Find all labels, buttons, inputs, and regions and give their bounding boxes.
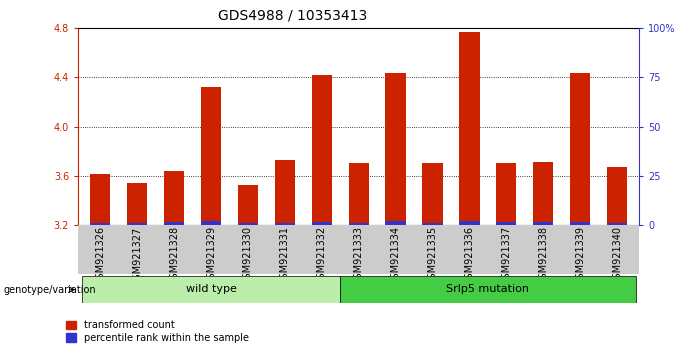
Legend: transformed count, percentile rank within the sample: transformed count, percentile rank withi… [66,320,249,343]
Bar [127,183,148,225]
Text: GSM921340: GSM921340 [612,226,622,285]
Bar [164,222,184,225]
Bar [533,162,554,225]
Bar [238,185,258,225]
Text: GSM921338: GSM921338 [539,226,548,285]
Bar [127,223,148,225]
Text: GSM921329: GSM921329 [206,226,216,285]
Bar [570,73,590,225]
Bar [386,221,406,225]
Text: GSM921339: GSM921339 [575,226,585,285]
Bar [459,221,479,225]
Bar [311,75,332,225]
Bar [90,223,110,225]
Bar [238,223,258,225]
Bar [459,32,479,225]
Text: Srlp5 mutation: Srlp5 mutation [446,284,529,295]
Bar [349,164,369,225]
Bar [201,87,221,225]
Text: GSM921328: GSM921328 [169,226,179,285]
Text: GSM921335: GSM921335 [428,226,437,285]
Bar [496,222,517,225]
Text: GDS4988 / 10353413: GDS4988 / 10353413 [218,9,367,23]
Text: GSM921333: GSM921333 [354,226,364,285]
Text: GSM921331: GSM921331 [280,226,290,285]
Bar [422,164,443,225]
Bar [311,222,332,225]
Bar [90,175,110,225]
Bar [496,164,517,225]
Bar [533,222,554,225]
Text: GSM921332: GSM921332 [317,226,327,285]
Text: GSM921337: GSM921337 [501,226,511,285]
Bar [422,223,443,225]
Bar [275,160,295,225]
Bar [349,223,369,225]
Bar [340,276,636,303]
Bar [275,223,295,225]
Text: GSM921326: GSM921326 [95,226,105,285]
Bar [607,167,627,225]
Bar [82,276,340,303]
Bar [607,223,627,225]
Bar [570,222,590,225]
Text: wild type: wild type [186,284,237,295]
Text: GSM921330: GSM921330 [243,226,253,285]
Bar [164,171,184,225]
Bar [386,73,406,225]
Bar [201,221,221,225]
Text: GSM921336: GSM921336 [464,226,475,285]
Text: genotype/variation: genotype/variation [3,285,96,295]
Text: GSM921327: GSM921327 [132,226,142,286]
Text: GSM921334: GSM921334 [390,226,401,285]
